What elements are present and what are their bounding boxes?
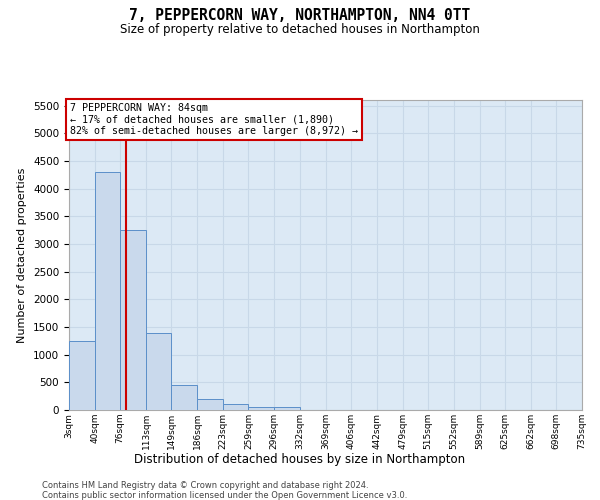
Bar [69,341,95,410]
Bar [197,399,223,410]
Text: Distribution of detached houses by size in Northampton: Distribution of detached houses by size … [134,452,466,466]
Bar [274,407,299,410]
Text: 7 PEPPERCORN WAY: 84sqm
← 17% of detached houses are smaller (1,890)
82% of semi: 7 PEPPERCORN WAY: 84sqm ← 17% of detache… [70,103,358,136]
Bar [95,172,120,410]
Bar [172,385,197,410]
Text: Contains public sector information licensed under the Open Government Licence v3: Contains public sector information licen… [42,491,407,500]
Bar [120,230,146,410]
Bar [248,406,274,410]
Y-axis label: Number of detached properties: Number of detached properties [17,168,28,342]
Text: Size of property relative to detached houses in Northampton: Size of property relative to detached ho… [120,22,480,36]
Bar [223,404,248,410]
Text: 7, PEPPERCORN WAY, NORTHAMPTON, NN4 0TT: 7, PEPPERCORN WAY, NORTHAMPTON, NN4 0TT [130,8,470,22]
Bar [146,332,172,410]
Text: Contains HM Land Registry data © Crown copyright and database right 2024.: Contains HM Land Registry data © Crown c… [42,481,368,490]
